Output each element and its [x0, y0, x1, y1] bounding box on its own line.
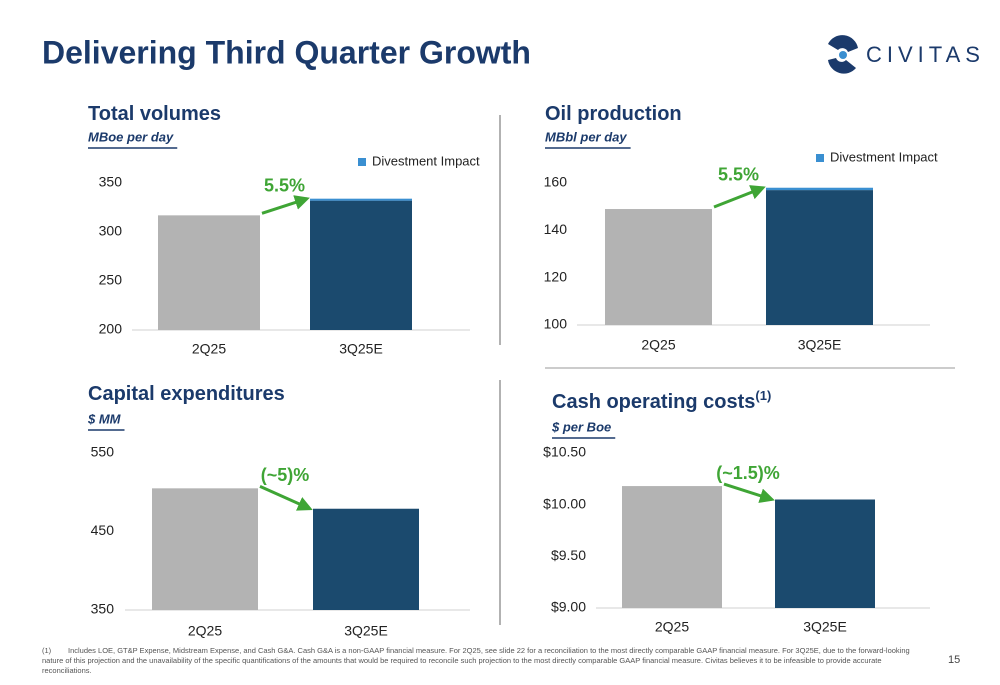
footnote-marker: (1) — [42, 646, 52, 655]
footnote: (1) Includes LOE, GT&P Expense, Midstream… — [42, 646, 932, 676]
change-arrow — [723, 482, 775, 503]
change-annotation: (~1.5)% — [716, 463, 780, 483]
page-number: 15 — [948, 654, 961, 666]
y-tick-label: 350 — [91, 601, 115, 617]
x-tick-label: 3Q25E — [803, 619, 847, 635]
x-tick-label: 2Q25 — [641, 337, 675, 353]
chart-title: Capital expenditures — [88, 383, 285, 405]
legend-label: Divestment Impact — [830, 149, 938, 164]
change-annotation: (~5)% — [261, 465, 310, 485]
logo-text: CIVITAS — [866, 42, 985, 67]
change-arrow — [261, 195, 310, 215]
y-tick-label: 450 — [91, 522, 115, 538]
y-tick-label: $10.00 — [543, 495, 586, 511]
bar — [152, 488, 258, 610]
y-tick-label: $9.50 — [551, 547, 586, 563]
bar — [775, 499, 875, 608]
chart-title-text: Capital expenditures — [88, 383, 285, 405]
chart-title: Oil production — [545, 103, 682, 125]
footnote-text: Includes LOE, GT&P Expense, Midstream Ex… — [42, 646, 910, 675]
chart-subtitle: $ per Boe — [551, 419, 611, 434]
y-tick-label: 200 — [99, 321, 123, 337]
x-tick-label: 2Q25 — [655, 619, 689, 635]
bar — [605, 209, 712, 325]
x-tick-label: 2Q25 — [192, 341, 226, 357]
bar — [313, 508, 419, 610]
y-tick-label: 140 — [544, 221, 568, 237]
x-tick-label: 3Q25E — [339, 341, 383, 357]
change-annotation: 5.5% — [718, 164, 759, 184]
bar — [766, 187, 873, 191]
x-tick-label: 2Q25 — [188, 623, 222, 639]
change-arrow — [259, 484, 313, 511]
logo-icon — [828, 35, 858, 74]
y-tick-label: 250 — [99, 272, 123, 288]
chart-title: Cash operating costs(1) — [552, 388, 771, 413]
bar — [622, 486, 722, 608]
chart-title-note: (1) — [755, 388, 771, 403]
y-tick-label: $10.50 — [543, 444, 586, 460]
x-tick-label: 3Q25E — [798, 337, 842, 353]
y-tick-label: 550 — [91, 444, 115, 460]
x-tick-label: 3Q25E — [344, 623, 388, 639]
y-tick-label: 100 — [544, 316, 568, 332]
legend-label: Divestment Impact — [372, 153, 480, 168]
change-annotation: 5.5% — [264, 175, 305, 195]
y-tick-label: 350 — [99, 174, 123, 190]
chart-title-text: Cash operating costs — [552, 391, 755, 413]
chart-title-text: Oil production — [545, 103, 682, 125]
y-tick-label: 120 — [544, 268, 568, 284]
bar — [310, 200, 412, 330]
bar — [766, 190, 873, 325]
chart-subtitle: MBbl per day — [545, 129, 627, 144]
chart-subtitle: $ MM — [87, 411, 122, 426]
y-tick-label: 300 — [99, 223, 123, 239]
bar — [310, 198, 412, 201]
change-arrow — [713, 185, 766, 209]
y-tick-label: 160 — [544, 174, 568, 190]
chart-subtitle: MBoe per day — [88, 129, 174, 144]
chart-title: Total volumes — [88, 103, 221, 125]
slide-title: Delivering Third Quarter Growth — [42, 34, 531, 70]
y-tick-label: $9.00 — [551, 599, 586, 615]
chart-title-text: Total volumes — [88, 103, 221, 125]
bar — [158, 215, 260, 330]
legend-swatch — [358, 158, 366, 166]
legend-swatch — [816, 154, 824, 162]
